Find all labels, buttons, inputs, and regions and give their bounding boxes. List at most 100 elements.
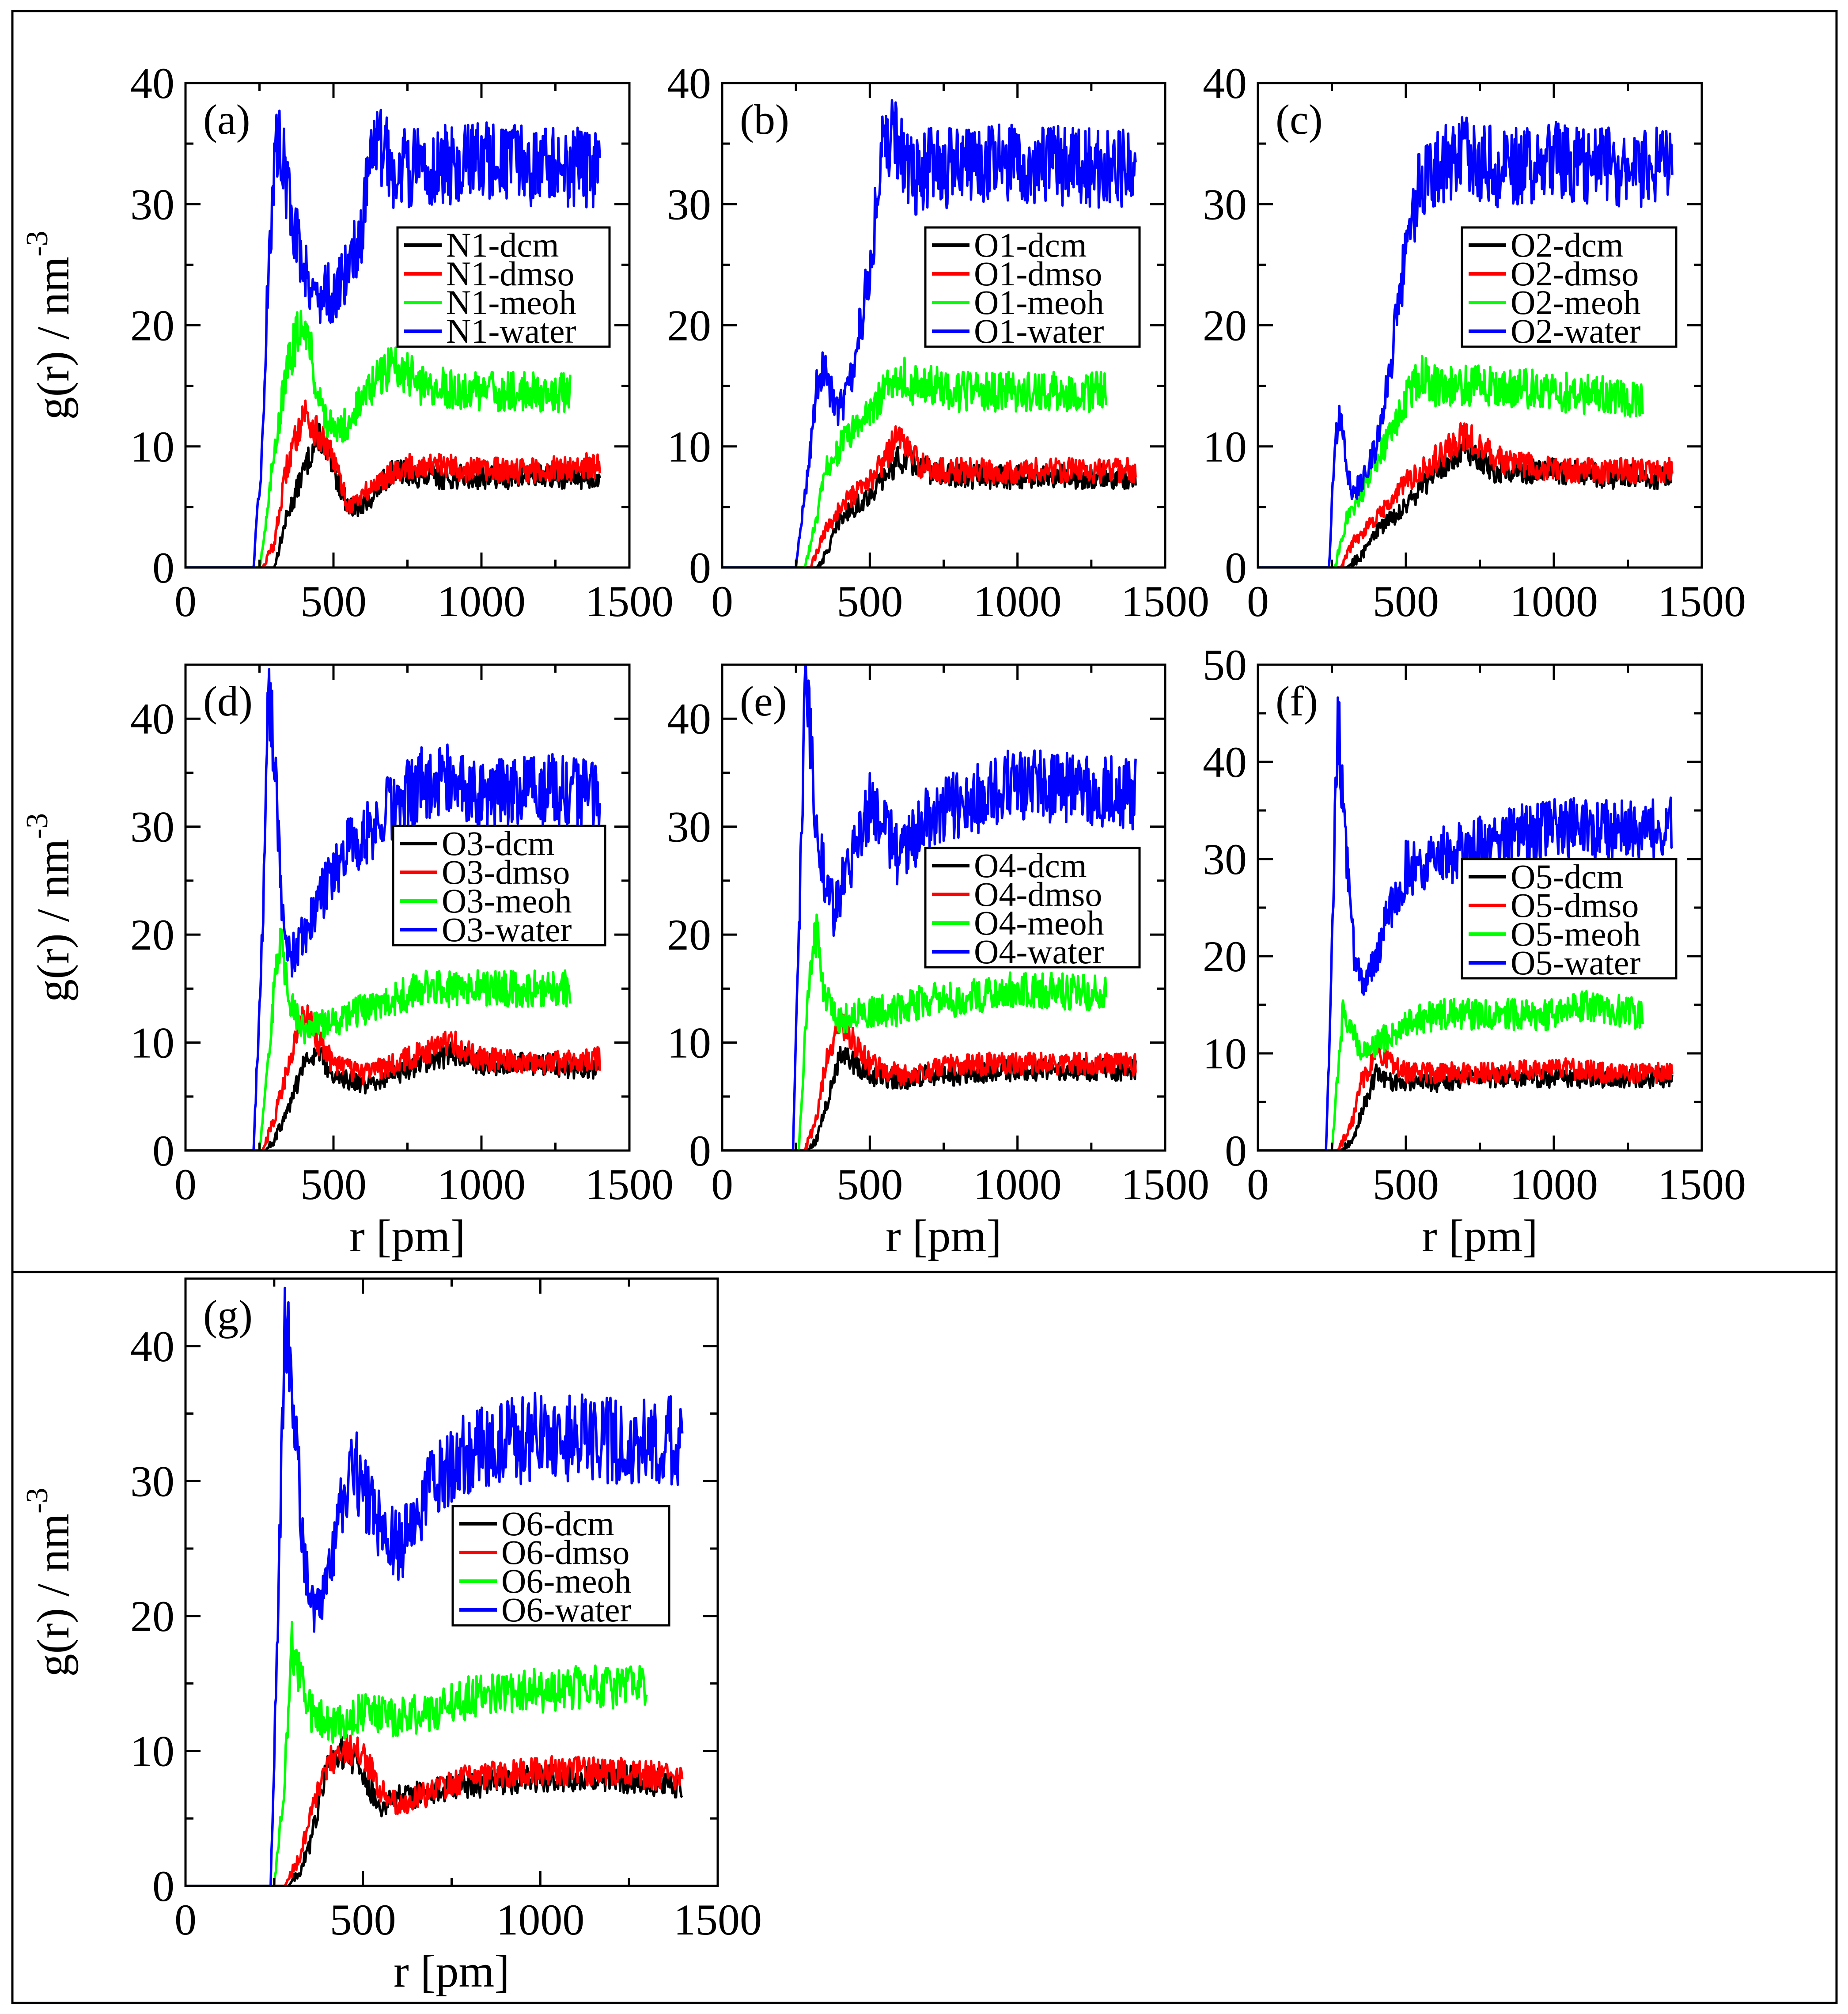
legend-box [396, 226, 611, 348]
y-tick-label: 20 [1203, 301, 1247, 350]
y-axis-label: g(r) / nm-3 [20, 231, 79, 420]
x-axis-label: r [pm] [349, 1211, 466, 1261]
y-tick-label: 10 [130, 1018, 174, 1068]
legend-box [392, 825, 606, 946]
legend-box [924, 847, 1141, 969]
y-tick-label: 30 [130, 180, 174, 229]
panel-label: (d) [203, 678, 253, 725]
series-line-o5-water [1258, 696, 1674, 1151]
y-tick-label: 20 [1203, 932, 1247, 981]
legend-label-o5-dcm: O5-dcm [1511, 857, 1624, 896]
y-tick-label: 0 [689, 543, 711, 592]
panel-label: (b) [740, 96, 789, 143]
series-line-o6-dmso [186, 1734, 684, 1886]
panel-o1: 0 500 1000 1500010203040(b)O1-dcmO1-dmsoO1-… [667, 59, 1209, 626]
panel-label: (c) [1276, 96, 1323, 143]
series-line-o4-meoh [722, 913, 1108, 1151]
x-tick-label: 0 [711, 577, 733, 626]
series-line-o1-meoh [722, 356, 1108, 568]
series-line-o2-dmso [1258, 422, 1674, 568]
x-tick-label: 1500 [585, 1160, 674, 1209]
series-group [722, 665, 1137, 1151]
y-tick-label: 10 [130, 422, 174, 471]
x-axis-label: r [pm] [394, 1946, 510, 1997]
series-line-o6-water [186, 1287, 684, 1886]
y-tick-label: 0 [689, 1126, 711, 1175]
series-line-o4-water [722, 665, 1137, 1151]
series-group [1258, 116, 1674, 568]
legend-label-o2-dcm: O2-dcm [1511, 226, 1624, 264]
series-line-o3-water [186, 668, 601, 1151]
series-line-o5-meoh [1258, 990, 1644, 1151]
legend-label-o4-water: O4-water [974, 932, 1104, 971]
legend-label-o2-dmso: O2-dmso [1511, 254, 1639, 293]
series-line-o4-dmso [722, 1011, 1137, 1151]
y-tick-label: 40 [1203, 738, 1247, 787]
series-line-n1-dmso [186, 399, 601, 568]
series-line-o3-meoh [186, 928, 572, 1151]
x-tick-label: 0 [174, 1160, 197, 1209]
legend-label-o5-dmso: O5-dmso [1511, 886, 1639, 924]
panel-o3: 0 500 1000 1500 0 10 20 30 40 (d) r [pm] g(r) / nm-… [20, 663, 674, 1261]
y-axis-label-main: g(r) / nm [28, 1514, 79, 1677]
y-tick-label: 40 [130, 1322, 174, 1371]
y-tick-label: 0 [1225, 1126, 1247, 1175]
panel-label: (g) [203, 1291, 253, 1339]
x-tick-label: 0 [711, 1160, 733, 1209]
legend-label-n1-dcm: N1-dcm [446, 226, 559, 264]
legend-label-o5-meoh: O5-meoh [1511, 915, 1641, 953]
x-tick-label: 1500 [674, 1895, 762, 1944]
y-tick-label: 20 [130, 301, 174, 350]
panel-o6: 0 500 1000 1500 0 10 20 30 40 (g) r [pm] g(r) / nm-… [20, 1277, 762, 1997]
legend-label-o1-dmso: O1-dmso [974, 254, 1102, 293]
x-tick-label: 1000 [437, 577, 526, 626]
x-axis-label: r [pm] [1422, 1211, 1538, 1261]
x-tick-label: 0 [174, 1895, 197, 1944]
legend-label-o3-meoh: O3-meoh [442, 882, 572, 920]
legend-label-o1-dcm: O1-dcm [974, 226, 1087, 264]
legend-label-o6-water: O6-water [501, 1590, 632, 1629]
panel-label: (e) [740, 678, 787, 725]
series-group [186, 109, 601, 568]
legend-label-o1-meoh: O1-meoh [974, 283, 1104, 322]
series-line-o2-water [1258, 116, 1674, 568]
series-line-n1-water [186, 109, 601, 568]
series-group [186, 668, 601, 1151]
y-tick-label: 40 [130, 694, 174, 743]
x-tick-label: 500 [837, 1160, 903, 1209]
y-tick-label: 50 [1203, 640, 1247, 689]
panel-label: (a) [203, 96, 250, 143]
x-tick-label: 500 [300, 1160, 367, 1209]
y-tick-label: 10 [1203, 1029, 1247, 1078]
y-tick-label: 10 [667, 1018, 711, 1068]
legend-label-o4-dcm: O4-dcm [974, 846, 1087, 885]
y-tick-label: 0 [1225, 543, 1247, 592]
legend-label-o4-meoh: O4-meoh [974, 904, 1104, 942]
panel-label: (f) [1276, 678, 1318, 725]
x-tick-label: 1000 [973, 1160, 1062, 1209]
y-tick-label: 30 [130, 1457, 174, 1506]
y-axis-label: g(r) / nm-3 [20, 813, 79, 1002]
y-tick-label: 30 [667, 803, 711, 852]
legend-label-o5-water: O5-water [1511, 943, 1641, 982]
series-line-n1-meoh [186, 310, 572, 568]
y-axis-label-main: g(r) / nm [28, 257, 79, 420]
series-line-o1-dmso [722, 425, 1137, 568]
series-line-o3-dmso [186, 1004, 601, 1151]
y-tick-label: 0 [152, 1126, 174, 1175]
panel-o2: 0 500 1000 1500010203040(c)O2-dcmO2-dmsoO2-… [1203, 59, 1746, 626]
series-group [722, 99, 1137, 568]
x-tick-label: 500 [837, 577, 903, 626]
y-axis-label-superscript: -3 [20, 231, 54, 257]
series-line-o3-dcm [186, 1041, 601, 1151]
series-line-o2-meoh [1258, 355, 1644, 568]
legend-label-o2-water: O2-water [1511, 312, 1641, 350]
series-line-o5-dmso [1258, 1042, 1674, 1151]
